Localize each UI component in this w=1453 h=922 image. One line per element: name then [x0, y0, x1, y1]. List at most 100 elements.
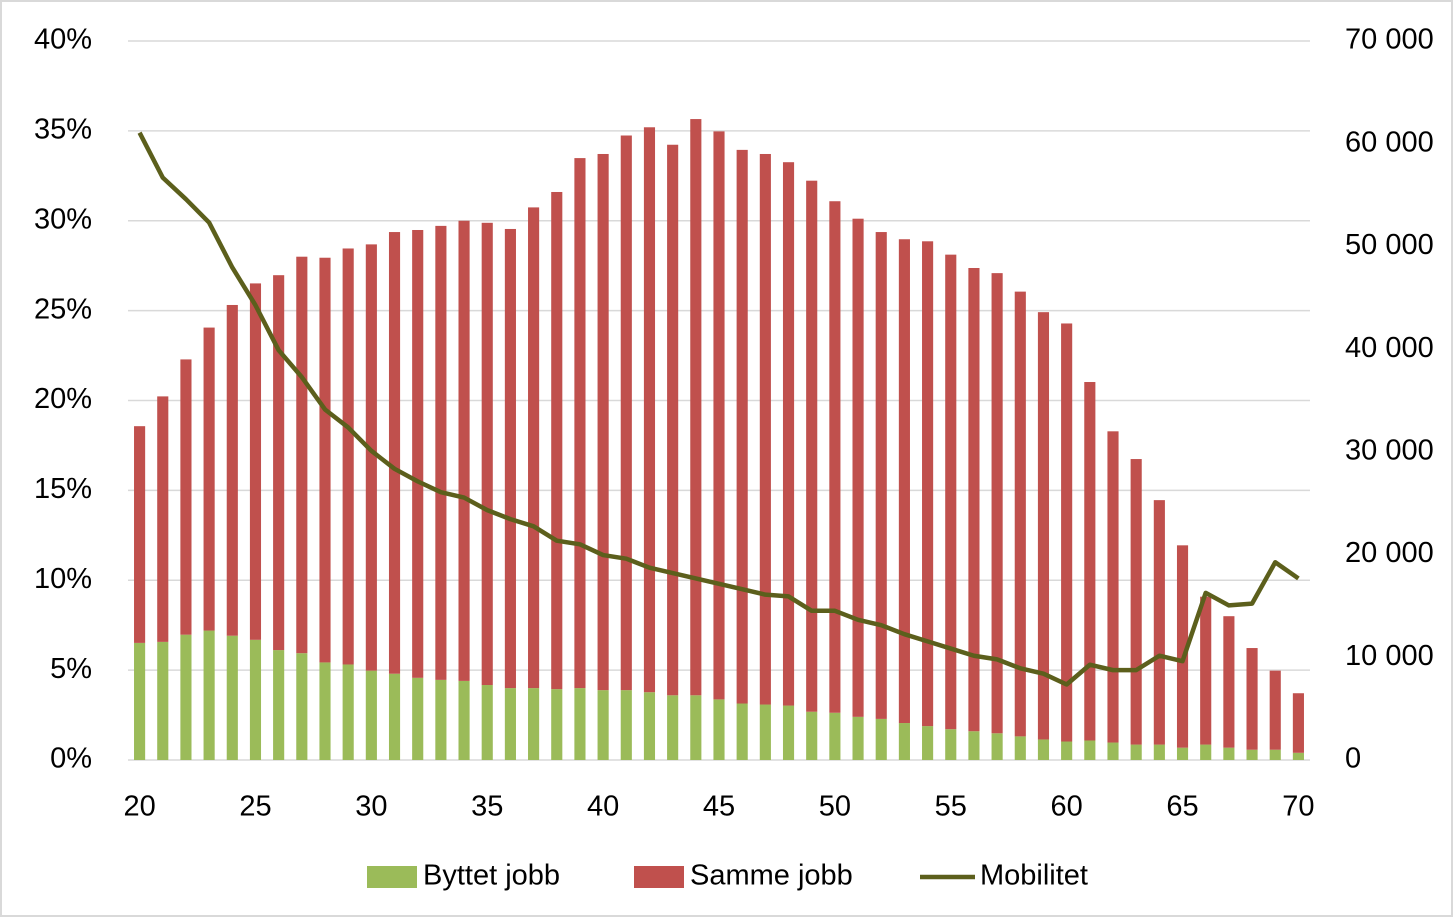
bar [991, 733, 1003, 760]
bar [829, 201, 841, 713]
y-tick-label: 35% [34, 114, 92, 146]
bar [388, 232, 401, 674]
x-tick-label: 30 [355, 791, 387, 823]
y-tick-label: 25% [34, 293, 92, 325]
bar [829, 712, 841, 760]
bar [1269, 749, 1281, 760]
bar [968, 731, 980, 760]
bar [1014, 736, 1026, 760]
x-tick-label: 70 [1282, 791, 1314, 823]
bar [412, 677, 424, 760]
bar [1037, 312, 1050, 740]
x-tick-label: 45 [703, 791, 735, 823]
bar [1061, 323, 1073, 742]
bar [852, 716, 864, 760]
bar [1200, 596, 1212, 745]
bar [898, 723, 910, 760]
bar [643, 692, 656, 760]
bar [365, 670, 377, 760]
bar [319, 662, 331, 760]
bar [1107, 431, 1119, 743]
bar [1153, 744, 1165, 760]
bar [1014, 291, 1026, 737]
bar [203, 327, 215, 631]
y-tick-label: 5% [50, 653, 92, 685]
bar [620, 135, 632, 691]
bar [620, 690, 632, 760]
bar [597, 153, 609, 691]
bar [574, 158, 586, 689]
y-tick-label: 40% [34, 24, 92, 56]
bar [991, 273, 1003, 734]
bar [249, 639, 262, 760]
bar [574, 688, 586, 760]
bar [1246, 749, 1258, 760]
bar [945, 254, 957, 730]
bar [134, 426, 146, 643]
bar [296, 653, 308, 760]
legend-label: Byttet jobb [423, 860, 560, 892]
bar [1176, 545, 1189, 748]
x-tick-label: 55 [935, 791, 967, 823]
bar [504, 228, 516, 689]
bar [435, 225, 447, 680]
bar [782, 705, 795, 760]
x-tick-label: 20 [123, 791, 155, 823]
bar [1130, 459, 1142, 745]
bar [273, 650, 285, 760]
x-tick-label: 40 [587, 791, 619, 823]
bar [922, 241, 934, 727]
y2-tick-label: 40 000 [1345, 332, 1434, 364]
bar [1176, 747, 1189, 760]
bar [759, 704, 771, 760]
legend-swatch [367, 866, 417, 888]
bar [875, 718, 887, 760]
bar [157, 396, 169, 642]
bar [134, 642, 146, 760]
y-tick-label: 0% [50, 743, 92, 775]
bar [1223, 616, 1235, 748]
bar [551, 689, 563, 760]
legend-label: Samme jobb [690, 860, 853, 892]
bar [249, 283, 262, 640]
x-tick-label: 25 [239, 791, 271, 823]
bar [180, 634, 192, 760]
bar [481, 685, 493, 760]
bar [319, 257, 331, 663]
bar [806, 711, 818, 760]
bar [713, 131, 725, 700]
y2-tick-label: 10 000 [1345, 640, 1434, 672]
bar [898, 239, 910, 724]
bar [1246, 648, 1258, 750]
bar [1061, 741, 1073, 760]
legend-label: Mobilitet [980, 860, 1088, 892]
bar [1130, 744, 1142, 760]
y-tick-label: 30% [34, 203, 92, 235]
y2-tick-label: 60 000 [1345, 126, 1434, 158]
bar [388, 673, 401, 760]
bar [643, 127, 656, 693]
bar [1084, 740, 1096, 760]
y-tick-label: 20% [34, 383, 92, 415]
y-tick-label: 10% [34, 563, 92, 595]
bar [690, 119, 702, 696]
bar [1107, 742, 1119, 760]
y2-tick-label: 50 000 [1345, 229, 1434, 261]
bar [458, 680, 470, 760]
x-tick-label: 35 [471, 791, 503, 823]
y-tick-label: 15% [34, 473, 92, 505]
y2-tick-label: 30 000 [1345, 435, 1434, 467]
bar [435, 679, 447, 760]
bar [667, 144, 679, 696]
bar [342, 664, 354, 760]
bar [922, 726, 934, 760]
bar [968, 267, 980, 732]
bar [226, 304, 238, 636]
bar [365, 244, 377, 671]
bar [690, 695, 702, 760]
bar [1292, 693, 1304, 753]
bar [342, 248, 354, 665]
bar [504, 688, 516, 760]
bar [713, 699, 725, 760]
